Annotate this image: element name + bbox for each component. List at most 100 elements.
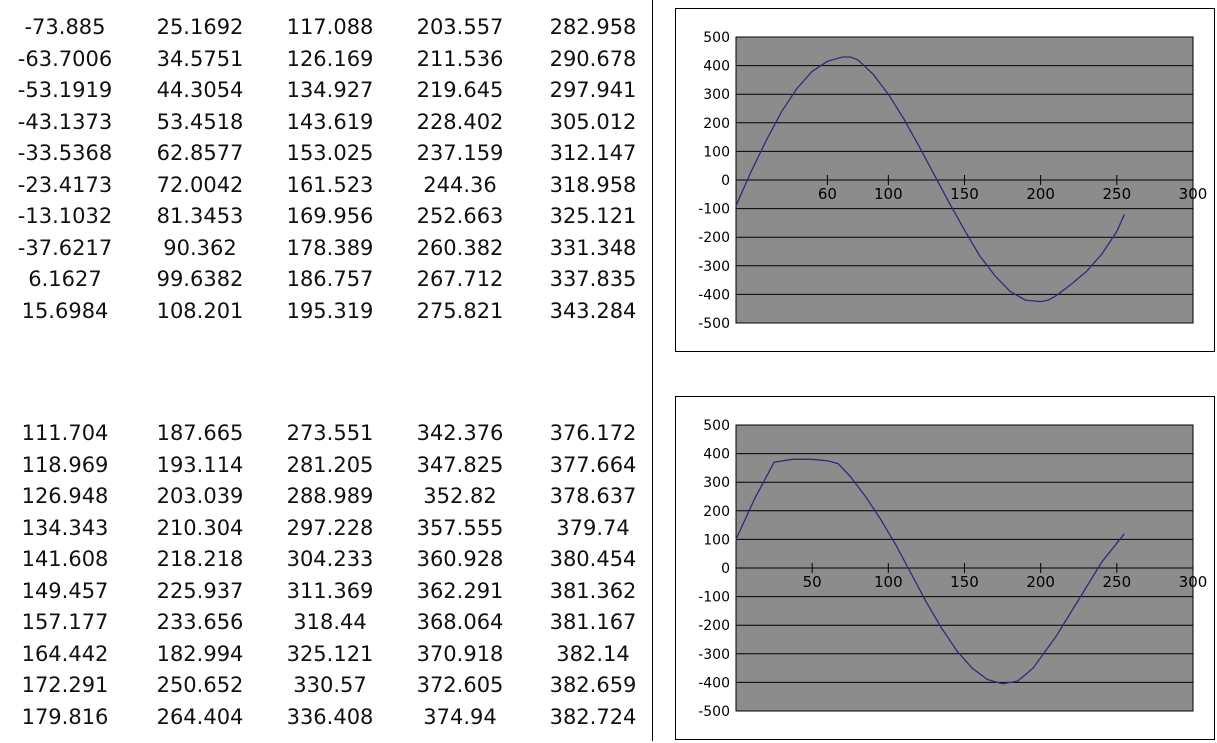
table-row: 179.816 264.404 336.408 374.94 382.724 <box>0 702 652 732</box>
y-tick-label: 300 <box>703 87 730 103</box>
table-cell: 252.663 <box>416 204 504 228</box>
x-tick-label: 50 <box>803 573 822 591</box>
table-cell: 164.442 <box>21 641 109 666</box>
table-cell: 34.5751 <box>156 46 244 71</box>
table-row: 164.442 182.994 325.121 370.918 382.14 <box>0 639 652 669</box>
x-tick-label: 100 <box>874 185 903 203</box>
y-tick-label: 500 <box>703 418 730 434</box>
table-cell: 372.605 <box>416 673 504 697</box>
table-row: 157.177 233.656 318.44 368.064 381.167 <box>0 607 652 637</box>
chart-lower: 500 400 300 200 100 0 -100 -200 -300 -400 -500 50 10… <box>675 396 1215 740</box>
x-tick-label: 250 <box>1103 573 1132 591</box>
table-cell: 169.956 <box>286 204 374 228</box>
table-cell: 203.557 <box>416 15 504 39</box>
table-cell: -33.5368 <box>17 141 113 165</box>
table-cell: 305.012 <box>549 109 637 134</box>
table-cell: 15.6984 <box>21 298 109 323</box>
x-tick-label: 250 <box>1103 185 1132 203</box>
y-tick-label: 300 <box>703 475 730 491</box>
table-cell: 377.664 <box>549 452 637 477</box>
table-cell: 318.958 <box>549 172 637 197</box>
y-tick-label: -200 <box>698 618 730 634</box>
table-cell: 153.025 <box>286 141 374 165</box>
x-tick-label: 150 <box>950 185 979 203</box>
table-row: -43.1373 53.4518 143.619 228.402 305.012 <box>0 107 652 137</box>
table-row: 172.291 250.652 330.57 372.605 382.659 <box>0 670 652 700</box>
table-cell: 111.704 <box>21 421 109 445</box>
table-row: -37.6217 90.362 178.389 260.382 331.348 <box>0 233 652 263</box>
table-cell: 382.14 <box>556 641 630 666</box>
table-cell: -13.1032 <box>17 204 113 228</box>
y-tick-label: 400 <box>703 447 730 463</box>
chart-upper: 500 400 300 200 100 0 -100 -200 -300 -400 -500 60 10… <box>675 8 1215 352</box>
table-cell: 141.608 <box>21 547 109 571</box>
table-cell: 381.167 <box>549 610 637 634</box>
table-row: -23.4173 72.0042 161.523 244.36 318.958 <box>0 170 652 200</box>
table-cell: 182.994 <box>156 641 244 666</box>
table-cell: 275.821 <box>416 298 504 323</box>
table-cell: 374.94 <box>423 704 497 729</box>
table-cell: 304.233 <box>286 547 374 571</box>
table-cell: 134.927 <box>286 78 374 102</box>
table-cell: 187.665 <box>156 421 244 445</box>
y-tick-label: 200 <box>703 116 730 132</box>
table-cell: 260.382 <box>416 235 504 260</box>
table-cell: 360.928 <box>416 547 504 571</box>
table-cell: 62.8577 <box>156 141 244 165</box>
x-tick-label: 100 <box>874 573 903 591</box>
table-cell: 347.825 <box>416 452 504 477</box>
table-cell: 233.656 <box>156 610 244 634</box>
y-tick-label: -400 <box>698 287 730 303</box>
table-cell: 267.712 <box>416 267 504 291</box>
table-cell: 290.678 <box>549 46 637 71</box>
table-cell: 143.619 <box>286 109 374 134</box>
table-cell: 378.637 <box>549 484 637 508</box>
table-cell: 81.3453 <box>156 204 244 228</box>
table-cell: 273.551 <box>286 421 374 445</box>
table-cell: 149.457 <box>21 578 109 603</box>
x-tick-label: 300 <box>1179 573 1208 591</box>
table-cell: 312.147 <box>549 141 637 165</box>
table-cell: 126.169 <box>286 46 374 71</box>
table-cell: 228.402 <box>416 109 504 134</box>
table-cell: 343.284 <box>549 298 637 323</box>
table-cell: 195.319 <box>286 298 374 323</box>
table-cell: 225.937 <box>156 578 244 603</box>
x-tick-label: 60 <box>818 185 837 203</box>
table-cell: 311.369 <box>286 578 374 603</box>
table-cell: -53.1919 <box>17 78 113 102</box>
table-cell: 117.088 <box>286 15 374 39</box>
table-cell: 211.536 <box>416 46 504 71</box>
table-cell: 380.454 <box>549 547 637 571</box>
table-row: 126.948 203.039 288.989 352.82 378.637 <box>0 481 652 511</box>
table-cell: -37.6217 <box>17 235 113 260</box>
table-cell: 203.039 <box>156 484 244 508</box>
table-row: 15.6984 108.201 195.319 275.821 343.284 <box>0 296 652 326</box>
table-cell: 219.645 <box>416 78 504 102</box>
y-tick-label: -200 <box>698 230 730 246</box>
table-cell: 179.816 <box>21 704 109 729</box>
table-cell: 178.389 <box>286 235 374 260</box>
table-cell: 382.724 <box>549 704 637 729</box>
table-cell: 244.36 <box>423 172 497 197</box>
table-row: 141.608 218.218 304.233 360.928 380.454 <box>0 544 652 574</box>
y-tick-label: -100 <box>698 202 730 218</box>
y-tick-label: -300 <box>698 647 730 663</box>
table-row: 6.1627 99.6382 186.757 267.712 337.835 <box>0 264 652 294</box>
y-tick-label: 0 <box>721 561 730 577</box>
x-tick-label: 300 <box>1179 185 1208 203</box>
y-tick-label: 100 <box>703 144 730 160</box>
y-tick-label: 500 <box>703 30 730 46</box>
table-cell: 382.659 <box>549 673 637 697</box>
table-cell: 331.348 <box>549 235 637 260</box>
table-cell: 337.835 <box>549 267 637 291</box>
x-tick-label: 200 <box>1026 573 1055 591</box>
table-row: -63.7006 34.5751 126.169 211.536 290.678 <box>0 44 652 74</box>
table-cell: 134.343 <box>21 515 109 540</box>
table-cell: 352.82 <box>423 484 497 508</box>
table-cell: 118.969 <box>21 452 109 477</box>
table-cell: 362.291 <box>416 578 504 603</box>
table-cell: 330.57 <box>293 673 367 697</box>
table-cell: 357.555 <box>416 515 504 540</box>
table-cell: 379.74 <box>556 515 630 540</box>
